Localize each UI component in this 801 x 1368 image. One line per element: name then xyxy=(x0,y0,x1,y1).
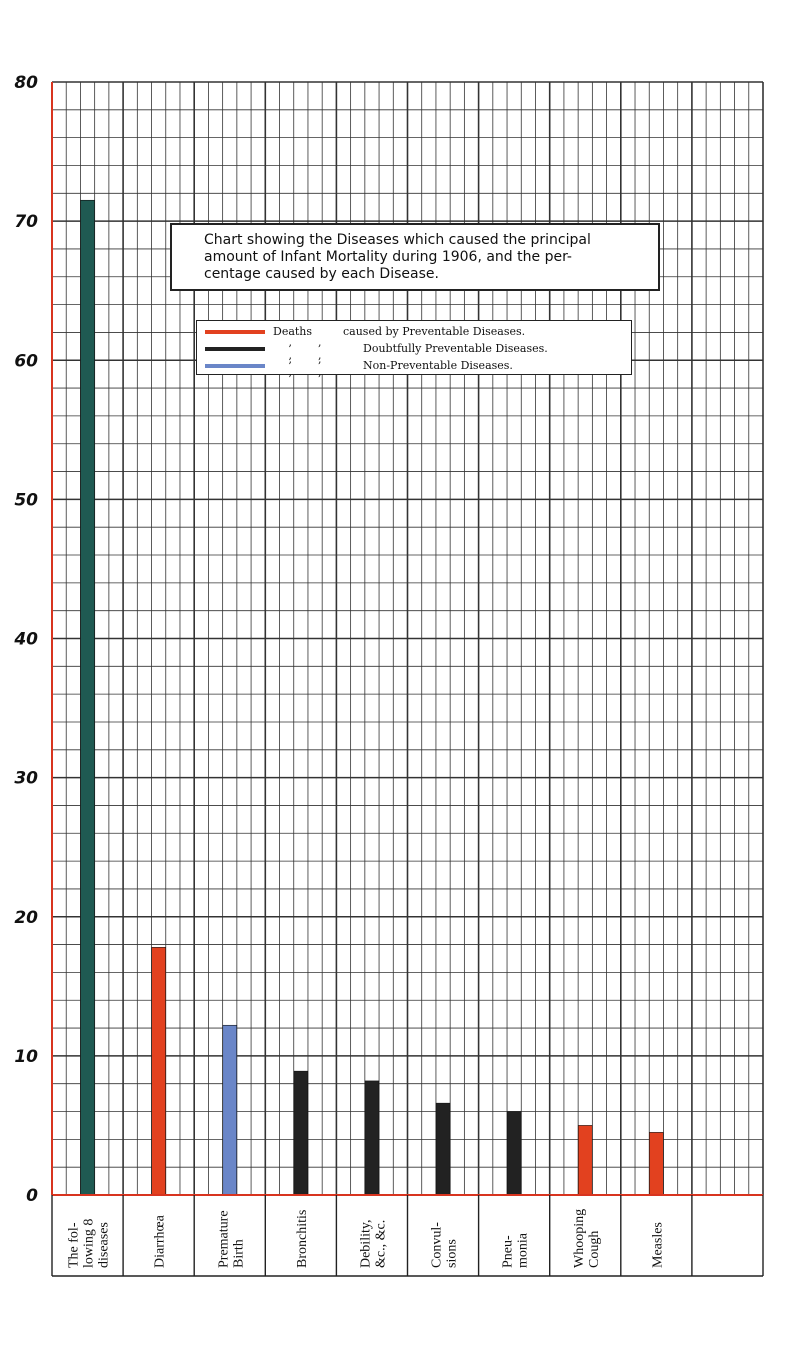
x-tick-label: Birth xyxy=(231,1239,246,1268)
x-tick-label: Cough xyxy=(587,1231,602,1268)
bar xyxy=(151,947,166,1196)
bar xyxy=(293,1070,309,1196)
legend-label: caused by Preventable Diseases. xyxy=(343,325,526,338)
legend-label: Non-Preventable Diseases. xyxy=(363,359,513,372)
bar xyxy=(577,1125,593,1196)
legend-swatch-doubtful xyxy=(205,346,265,351)
y-tick-label: 20 xyxy=(14,908,38,928)
bar xyxy=(222,1024,238,1196)
axes xyxy=(51,82,764,1277)
x-tick-label: Debility, xyxy=(358,1220,373,1268)
x-tick-label: Premature xyxy=(216,1210,231,1268)
x-tick-label: sions xyxy=(445,1239,460,1268)
chart-title-box: Chart showing the Diseases which caused … xyxy=(170,223,660,291)
x-tick-label: Bronchitis xyxy=(295,1210,310,1268)
y-tick-label: 30 xyxy=(14,769,38,789)
chart-title-line: centage caused by each Disease. xyxy=(204,266,439,282)
y-tick-label: 40 xyxy=(13,630,38,650)
x-tick-label: Diarrhœa xyxy=(153,1214,168,1268)
bar xyxy=(649,1132,664,1196)
y-tick-label: 60 xyxy=(14,351,38,371)
chart-title-line: Chart showing the Diseases which caused … xyxy=(204,232,591,248)
x-tick-label: Pneu- xyxy=(501,1235,516,1268)
x-tick-label: &c., &c. xyxy=(373,1220,388,1268)
legend-label: Doubtfully Preventable Diseases. xyxy=(363,342,548,355)
legend-item-preventable: Deaths caused by Preventable Diseases. xyxy=(205,323,625,340)
bar xyxy=(435,1102,451,1196)
legend: Deaths caused by Preventable Diseases. ,… xyxy=(196,320,632,379)
x-tick-label: Measles xyxy=(650,1222,665,1268)
y-tick-label: 70 xyxy=(14,212,38,232)
bar xyxy=(506,1111,522,1196)
legend-prefix: Deaths xyxy=(273,325,313,338)
x-tick-label: Convul- xyxy=(430,1222,445,1268)
x-tick-label: monia xyxy=(516,1232,531,1268)
legend-swatch-non-preventable xyxy=(205,363,265,368)
chart-title-line: amount of Infant Mortality during 1906, … xyxy=(204,249,572,265)
labels: 0 10 20 30 40 50 60 70 80 The fol-lowing 8 disease… xyxy=(13,73,665,1268)
bar xyxy=(80,199,95,1196)
y-tick-label: 0 xyxy=(26,1186,38,1206)
y-tick-label: 10 xyxy=(14,1047,38,1067)
x-tick-label: lowing 8 xyxy=(82,1219,97,1268)
legend-item-non-preventable: ,, ,, Non-Preventable Diseases. xyxy=(205,353,625,379)
x-tick-label: The fol- xyxy=(67,1222,82,1268)
legend-swatch-preventable xyxy=(205,329,265,334)
legend-item-doubtful: ,, ,, Doubtfully Preventable Diseases. xyxy=(205,336,625,362)
y-tick-label: 80 xyxy=(14,73,38,93)
legend-prefix: ,, ,, xyxy=(288,352,348,379)
y-tick-label: 50 xyxy=(14,490,38,510)
legend-prefix: ,, ,, xyxy=(288,335,348,362)
x-tick-label: Whooping xyxy=(572,1209,587,1268)
bar xyxy=(364,1080,380,1196)
x-tick-label: diseases xyxy=(97,1222,112,1268)
